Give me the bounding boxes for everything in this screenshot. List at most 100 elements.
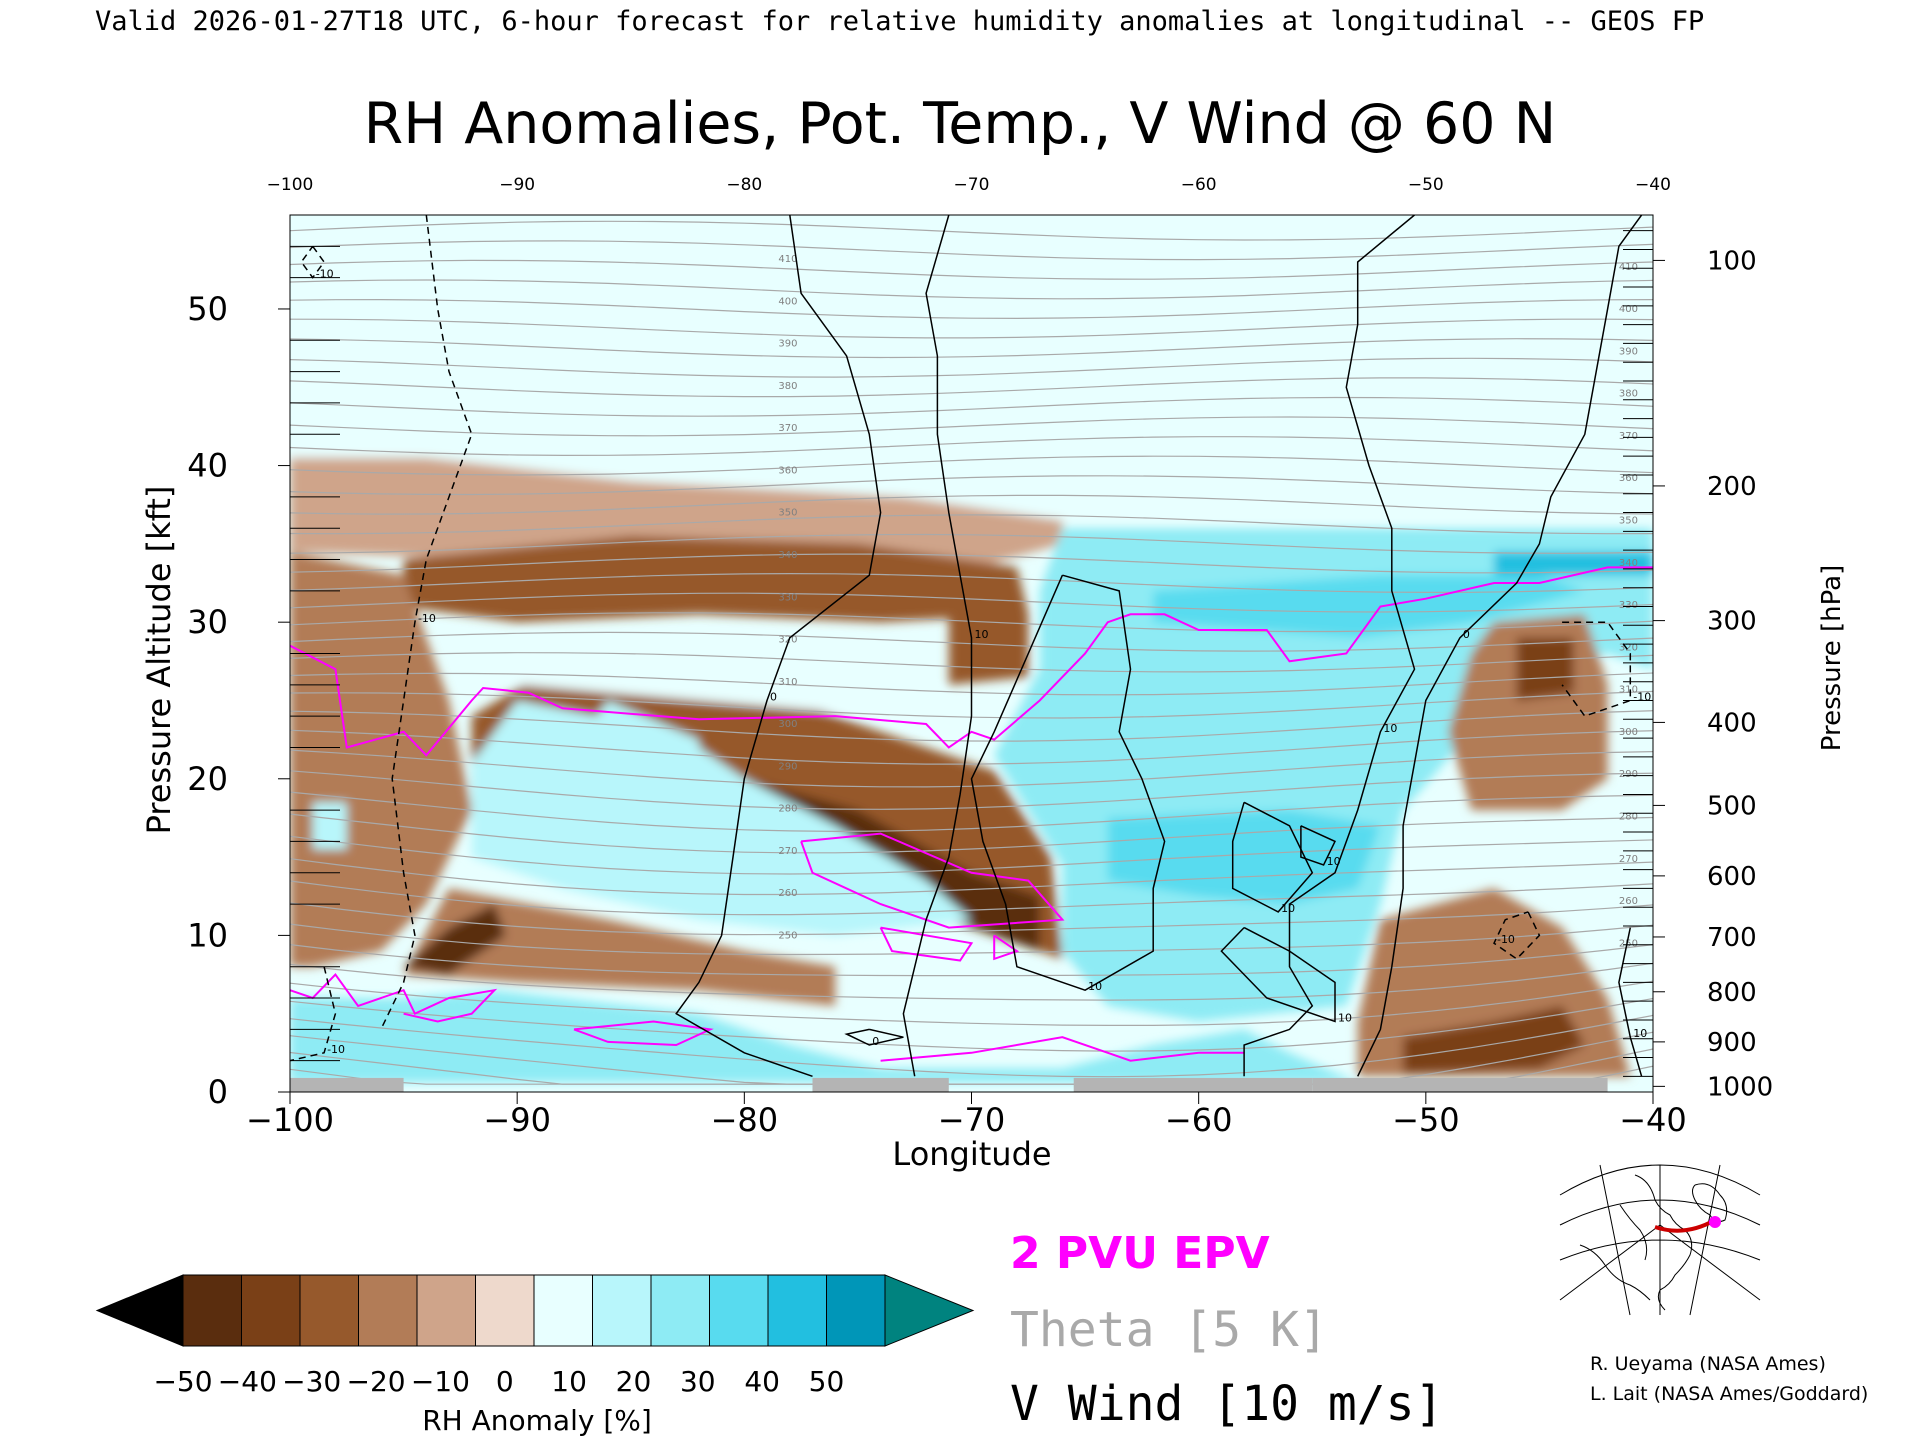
wind-contour-label: -10 [418, 612, 436, 625]
colorbar-tick-label: 20 [616, 1365, 652, 1398]
theta-contour-label: 270 [778, 846, 797, 857]
theta-contour-label: 250 [778, 931, 797, 942]
theta-contour [290, 240, 1653, 261]
theta-contour-label: 410 [1619, 262, 1638, 273]
wind-contour-label: 10 [1088, 980, 1102, 993]
colorbar-swatch [182, 1274, 242, 1347]
theta-contour-label: 360 [778, 465, 797, 476]
theta-contour [290, 944, 1653, 977]
pressure-tick-label: 800 [1707, 978, 1757, 1008]
x-top-tick-label: −40 [1635, 175, 1671, 195]
theta-contour-label: 300 [778, 719, 797, 730]
epv-contour [800, 832, 1065, 929]
pressure-tick-label: 200 [1707, 472, 1757, 502]
legend-epv: 2 PVU EPV [1010, 1228, 1270, 1279]
wind-contour [1243, 215, 1416, 1077]
theta-contour-label: 310 [778, 677, 797, 688]
rh-anomaly-region [312, 802, 347, 850]
pressure-tick-label: 700 [1707, 923, 1757, 953]
theta-contour-label: 280 [1619, 812, 1638, 823]
colorbar-tick-label: −20 [347, 1365, 406, 1398]
wind-contour [1300, 825, 1337, 866]
colorbar: −50 −40 −30 −20 −10 0 10 20 30 40 50 [95, 1274, 975, 1398]
theta-contour [290, 299, 1653, 320]
y-tick-label: 20 [187, 760, 228, 798]
theta-contour [290, 475, 1653, 496]
y-tick-label: 30 [187, 603, 228, 641]
wind-contour [380, 215, 473, 1030]
epv-contour [290, 566, 1653, 757]
theta-contour-label: 340 [1619, 558, 1638, 569]
theta-contour-label: 320 [778, 635, 797, 646]
x-top-tick-label: −50 [1408, 175, 1444, 195]
theta-contour-label: 270 [1619, 854, 1638, 865]
theta-contour [290, 572, 1653, 594]
wind-contour-label: 10 [1383, 722, 1397, 735]
theta-contour-label: 350 [778, 508, 797, 519]
colorbar-swatch [475, 1274, 535, 1347]
wind-contour [675, 215, 882, 1078]
pressure-tick-label: 300 [1707, 607, 1757, 637]
epv-contour [993, 934, 1020, 961]
theta-contour [290, 436, 1653, 456]
wind-contour [1357, 215, 1643, 1077]
theta-contour [290, 553, 1653, 574]
theta-contour-label: 280 [778, 804, 797, 815]
theta-contour [290, 396, 1653, 417]
theta-contour [290, 220, 1653, 241]
credit-1: R. Ueyama (NASA Ames) [1590, 1353, 1826, 1375]
theta-contour [290, 514, 1653, 535]
rh-anomaly-field [290, 215, 1653, 1083]
wind-contour [902, 215, 973, 1077]
epv-2pvu-contours [290, 566, 1653, 1062]
rh-anomaly-region [290, 990, 1358, 1083]
theta-contour [290, 791, 1653, 833]
theta-contour [290, 357, 1653, 378]
inset-map [1559, 1164, 1761, 1316]
wind-contour-label: 10 [1327, 855, 1341, 868]
pressure-tick-label: 100 [1707, 246, 1757, 276]
colorbar-swatch [650, 1274, 710, 1347]
theta-contour [290, 494, 1653, 515]
wind-contour-label: 10 [975, 628, 989, 641]
theta-contour-label: 350 [1619, 516, 1638, 527]
theta-contour [290, 259, 1653, 280]
theta-contour-label: 380 [1619, 389, 1638, 400]
y-tick-label: 40 [187, 447, 228, 485]
theta-contour [290, 377, 1653, 398]
x-tick-label: −70 [938, 1101, 1006, 1139]
epv-contour [880, 1036, 1245, 1062]
theta-contour-label: 400 [778, 296, 797, 307]
theta-contour-label: 330 [1619, 600, 1638, 611]
theta-contour [290, 813, 1653, 854]
theta-contour-label: 250 [1619, 938, 1638, 949]
wind-contour [1618, 927, 1643, 1077]
theta-contour [290, 338, 1653, 359]
header-text: Valid 2026-01-27T18 UTC, 6-hour forecast… [95, 6, 1704, 37]
x-top-tick-label: −70 [954, 175, 990, 195]
theta-contour [290, 997, 1653, 1052]
theta-contour-label: 290 [1619, 769, 1638, 780]
x-tick-label: −80 [711, 1101, 779, 1139]
rh-anomaly-region [1403, 1005, 1585, 1074]
theta-contour-label: 260 [1619, 896, 1638, 907]
x-tick-label: −40 [1619, 1101, 1687, 1139]
colorbar-tick-label: −40 [218, 1365, 277, 1398]
colorbar-swatch [533, 1274, 593, 1347]
wind-contour-label: -10 [1633, 690, 1651, 703]
x-tick-label: −90 [483, 1101, 551, 1139]
rh-anomaly-region [403, 904, 506, 975]
x-tick-label: −60 [1165, 1101, 1233, 1139]
colorbar-swatch [358, 1274, 418, 1347]
wind-contour [1231, 801, 1314, 913]
colorbar-tick-label: −30 [282, 1365, 341, 1398]
theta-contour-label: 360 [1619, 473, 1638, 484]
theta-contour-label: 320 [1619, 642, 1638, 653]
pressure-tick-label: 500 [1707, 791, 1757, 821]
wind-contour [1220, 926, 1336, 1023]
legend-theta: Theta [5 K] [1010, 1302, 1328, 1358]
colorbar-swatch [241, 1274, 301, 1347]
v-wind-contours: 0 10 -10 10 0 10 10 10 10 10 -10 -10 -10 -10 0 [290, 215, 1651, 1078]
pressure-tick-label: 1000 [1707, 1072, 1773, 1102]
